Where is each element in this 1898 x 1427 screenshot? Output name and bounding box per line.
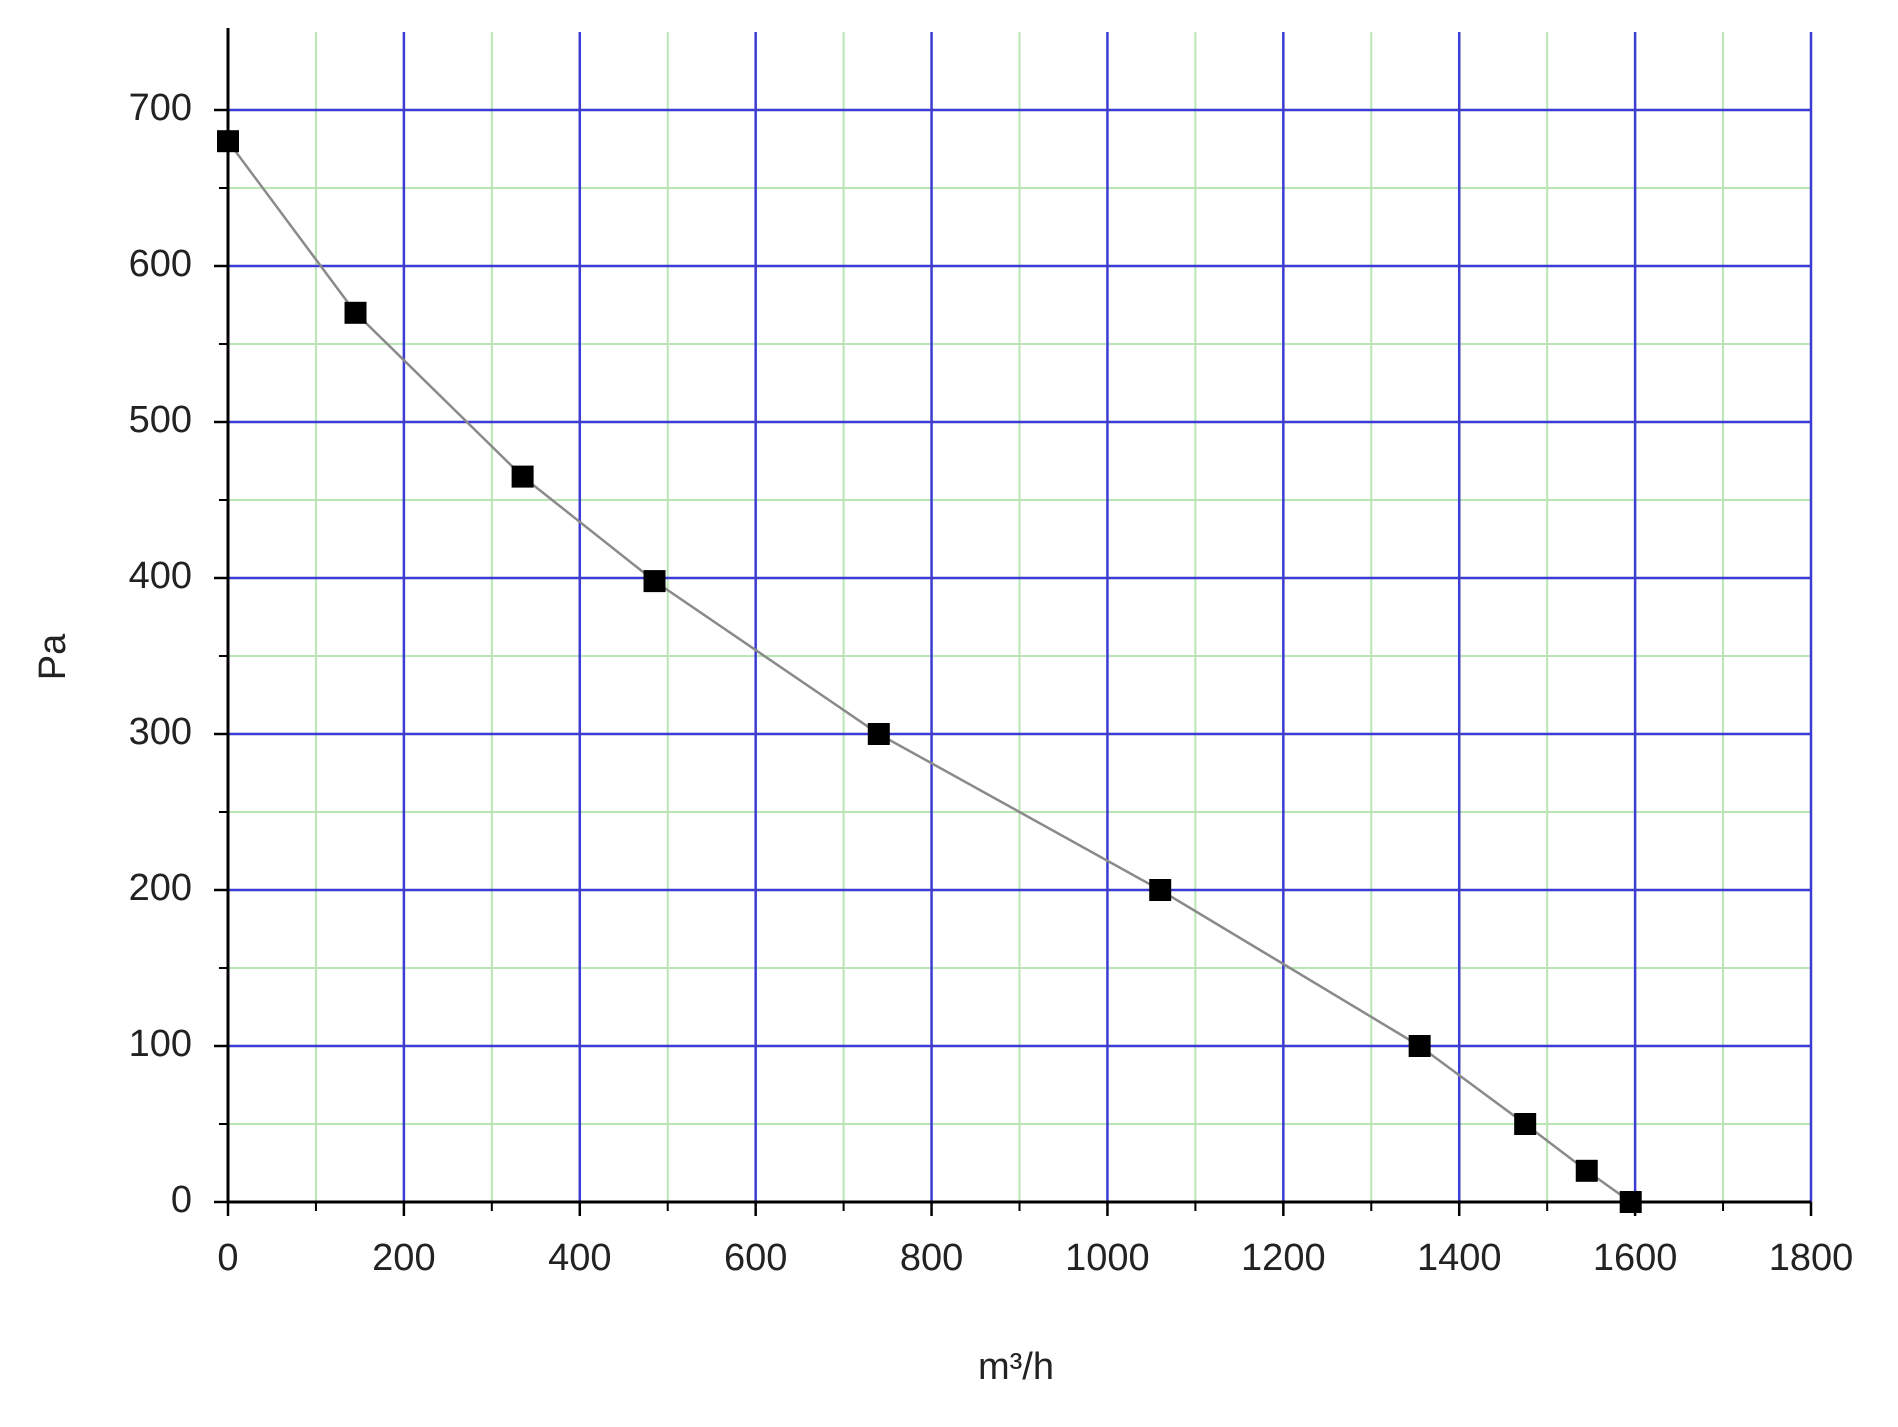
y-tick-label: 0 bbox=[171, 1179, 192, 1221]
y-tick-label: 200 bbox=[129, 867, 192, 909]
marker bbox=[643, 570, 666, 593]
x-tick-label: 1600 bbox=[1593, 1237, 1678, 1279]
y-tick-label: 700 bbox=[129, 87, 192, 129]
x-tick-label: 800 bbox=[900, 1237, 963, 1279]
y-tick-label: 500 bbox=[129, 399, 192, 441]
marker bbox=[1408, 1035, 1431, 1057]
series-line bbox=[226, 140, 1632, 1204]
marker bbox=[867, 723, 890, 745]
marker bbox=[1514, 1113, 1537, 1135]
x-tick-label: 1000 bbox=[1065, 1237, 1150, 1279]
x-tick-label: 1400 bbox=[1417, 1237, 1502, 1279]
x-tick-label: 600 bbox=[724, 1237, 787, 1279]
marker bbox=[1149, 879, 1172, 901]
x-tick-label: 1800 bbox=[1769, 1237, 1854, 1279]
x-tick-label: 200 bbox=[372, 1237, 435, 1279]
marker bbox=[1619, 1191, 1642, 1213]
y-tick-label: 600 bbox=[129, 243, 192, 285]
x-tick-label: 0 bbox=[217, 1237, 238, 1279]
x-axis-label: m³/h bbox=[978, 1346, 1054, 1388]
x-tick-label: 1200 bbox=[1241, 1237, 1326, 1279]
y-tick-label: 300 bbox=[129, 711, 192, 753]
y-tick-label: 100 bbox=[129, 1023, 192, 1065]
y-axis-label: Pa bbox=[32, 633, 74, 680]
marker bbox=[511, 465, 534, 488]
y-tick-label: 400 bbox=[129, 555, 192, 597]
marker bbox=[217, 130, 239, 153]
marker bbox=[1575, 1159, 1598, 1182]
x-tick-label: 400 bbox=[548, 1237, 611, 1279]
marker bbox=[344, 301, 367, 324]
